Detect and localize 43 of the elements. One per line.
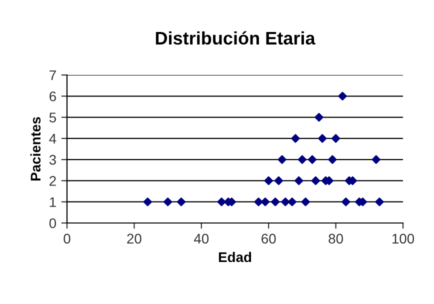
y-axis-title: Pacientes: [30, 117, 41, 180]
point: [288, 197, 296, 206]
point: [318, 134, 327, 143]
y-tick-label: 4: [49, 134, 56, 144]
point: [342, 197, 350, 206]
point: [163, 197, 172, 206]
point: [372, 155, 380, 164]
point: [328, 155, 337, 164]
point: [294, 176, 304, 186]
y-tick-label: 1: [50, 197, 56, 207]
y-tick-label: 7: [50, 70, 56, 80]
x-tick-label: 0: [64, 234, 70, 244]
y-tick-label: 6: [50, 91, 56, 102]
point: [176, 197, 186, 206]
point: [260, 197, 270, 206]
x-tick-label: 40: [194, 234, 209, 244]
point: [291, 134, 300, 143]
point: [314, 112, 324, 122]
point: [308, 155, 317, 164]
x-tick-label: 60: [262, 234, 276, 244]
y-tick-label: 0: [49, 218, 56, 228]
point: [278, 155, 286, 164]
y-tick-label: 3: [49, 154, 56, 165]
point: [217, 197, 226, 206]
point: [375, 197, 384, 206]
point: [331, 134, 340, 143]
point: [298, 155, 307, 164]
point: [264, 176, 273, 186]
point: [254, 197, 263, 206]
x-tick-label: 100: [392, 234, 414, 244]
y-tick-label: 2: [50, 176, 56, 186]
point: [311, 176, 320, 186]
x-axis-title: Edad: [218, 252, 252, 262]
point: [270, 197, 280, 206]
point: [281, 197, 290, 206]
point: [143, 197, 152, 206]
x-tick-label: 80: [328, 234, 343, 244]
point: [301, 197, 310, 206]
chart-title: Distribución Etaria: [156, 31, 316, 45]
point: [338, 92, 347, 101]
y-tick-label: 5: [49, 112, 56, 122]
x-tick-label: 20: [127, 234, 142, 244]
point: [274, 176, 284, 186]
